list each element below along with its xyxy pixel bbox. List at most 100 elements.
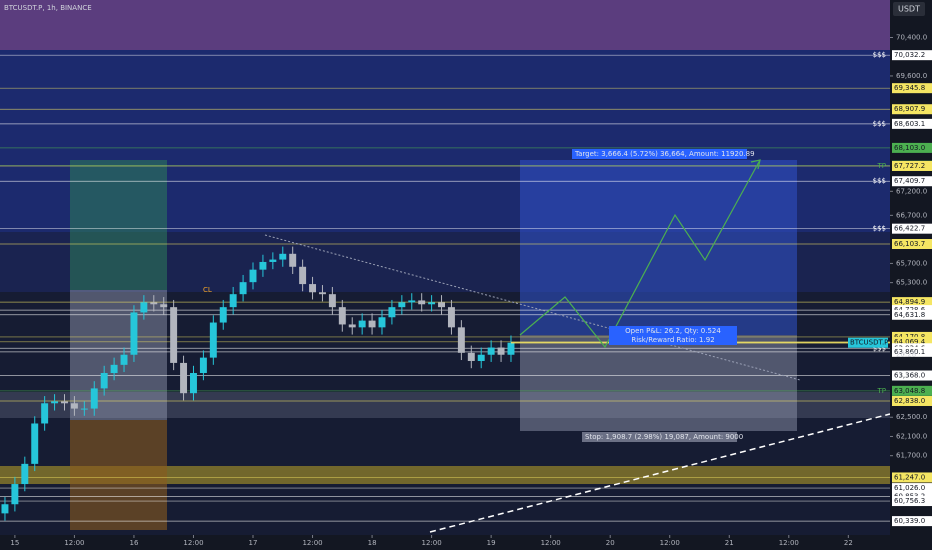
price-label: 61,026.0 (894, 484, 925, 492)
candle-body (507, 342, 515, 355)
price-label-bg (892, 346, 932, 357)
y-tick-label: 61,700.0 (896, 452, 927, 460)
price-label: 63,860.1 (894, 348, 925, 356)
price-label-bg (892, 176, 932, 187)
price-tag: $$$ (873, 225, 886, 233)
candle-body (90, 388, 98, 409)
candle-body (21, 463, 29, 485)
candle-body (388, 307, 396, 318)
candle-body (249, 269, 257, 283)
pnl-label: Open P&L: 26.2, Qty: 0.524 (625, 327, 721, 335)
candle-body (160, 304, 168, 308)
candle-body (180, 362, 188, 394)
price-label: 64,894.9 (894, 298, 925, 306)
y-tick-label: 65,300.0 (896, 279, 927, 287)
candle-body (80, 408, 88, 410)
price-label: 69,345.8 (894, 84, 925, 92)
x-tick-label: 16 (129, 539, 138, 547)
box-green (70, 160, 167, 290)
x-tick-label: 12:00 (541, 539, 561, 547)
candle-body (438, 302, 445, 308)
candle-body (70, 403, 78, 409)
price-label-bg (892, 118, 932, 129)
candle-body (110, 364, 118, 374)
candle-body (219, 307, 227, 323)
candle-body (348, 324, 356, 328)
price-label: 67,727.2 (894, 162, 925, 170)
price-label-bg (892, 83, 932, 94)
y-tick-label: 65,700.0 (896, 259, 927, 267)
price-label-bg (892, 223, 932, 234)
price-label-bg (892, 496, 932, 507)
stop-label: Stop: 1,908.7 (2.98%) 19,087, Amount: 90… (585, 433, 743, 441)
candle-body (408, 300, 416, 303)
stop-zone (520, 335, 797, 431)
candle-body (190, 373, 197, 394)
candle-body (130, 312, 138, 355)
candle-body (41, 403, 49, 424)
zone-purple (0, 0, 890, 50)
x-tick-label: 20 (606, 539, 615, 547)
x-tick-label: 12:00 (64, 539, 84, 547)
price-label-bg (892, 370, 932, 381)
candle-body (487, 347, 495, 355)
candle-body (259, 261, 267, 270)
price-tag: $$$ (873, 177, 886, 185)
price-tag: $$$ (873, 344, 886, 352)
price-label: 68,907.9 (894, 105, 925, 113)
candle-body (140, 302, 148, 313)
x-tick-label: 12:00 (302, 539, 322, 547)
candle-body (477, 354, 485, 361)
candle-body (289, 253, 297, 267)
price-label: 68,103.0 (894, 144, 925, 152)
price-label: 60,756.3 (894, 497, 925, 505)
candle-body (269, 259, 277, 262)
price-label-bg (892, 309, 932, 320)
candle-body (100, 373, 108, 389)
candle-body (279, 253, 287, 260)
price-tag: TP (877, 162, 887, 170)
price-lines (0, 54, 890, 522)
price-label-bg (892, 472, 932, 483)
price-label: 64,069.4 (894, 338, 926, 346)
x-tick-label: 12:00 (660, 539, 680, 547)
price-label: 67,409.7 (894, 177, 925, 185)
price-label: 64,631.8 (894, 311, 925, 319)
projection (519, 159, 761, 349)
price-label: 63,048.8 (894, 387, 925, 395)
candle-body (239, 282, 247, 295)
projection-arrow (750, 159, 761, 170)
candle-body (299, 266, 307, 285)
chart-title: BTCUSDT.P, 1h, BINANCE (4, 4, 92, 12)
candle-body (1, 504, 9, 514)
pnl-label-bg (609, 326, 737, 345)
rr-label: Risk/Reward Ratio: 1.92 (631, 336, 714, 344)
symbol-bg (848, 337, 888, 348)
axes: 70,400.0 69,600.0 67,200.0 66,700.0 65,700.0… (10, 33, 932, 547)
candle-body (328, 294, 336, 308)
price-label: 70,032.2 (894, 51, 925, 59)
currency-bg (893, 2, 925, 16)
candle-body (398, 302, 406, 308)
currency: USDT (898, 5, 920, 14)
x-tick-label: 12:00 (183, 539, 203, 547)
trendline-up (429, 413, 891, 533)
price-label-bg (892, 336, 932, 347)
candle-body (418, 300, 426, 305)
price-label-bg (892, 385, 932, 396)
candle-body (318, 292, 326, 295)
candle-body (368, 320, 376, 328)
candle-body (150, 302, 158, 305)
price-label: 66,103.7 (894, 240, 925, 248)
candle-body (378, 317, 386, 328)
candle-body (497, 347, 505, 355)
candle-body (428, 302, 436, 305)
price-label: 62,838.0 (894, 397, 925, 405)
price-label-bg (892, 104, 932, 115)
trendline-down (264, 234, 801, 381)
price-tag: TP (877, 387, 887, 395)
y-tick-label: 62,100.0 (896, 432, 927, 440)
candle-body (457, 327, 465, 353)
x-tick-label: 17 (249, 539, 258, 547)
price-label: 68,603.1 (894, 120, 925, 128)
